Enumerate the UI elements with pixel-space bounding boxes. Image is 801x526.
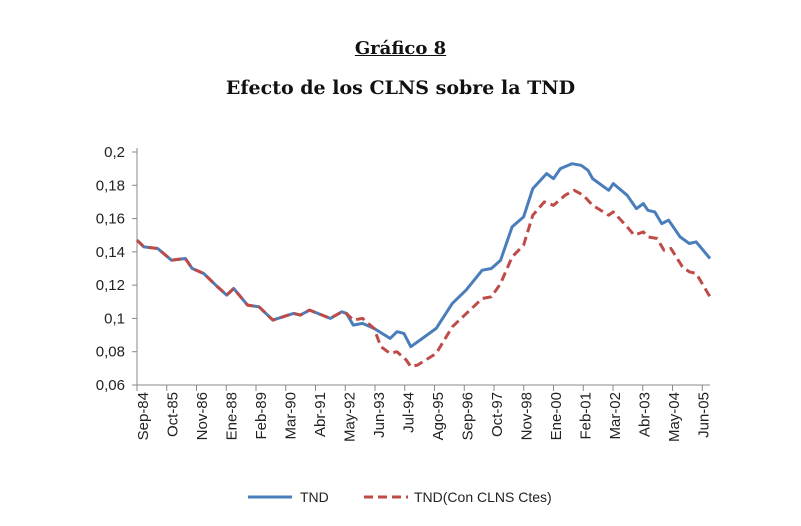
y-tick-label: 0,1 [104,310,125,327]
y-tick-label: 0,06 [96,377,125,394]
x-tick-label: Mar-02 [607,392,624,440]
x-tick-label: Sep-96 [460,392,477,440]
figure-number: Gráfico 8 [354,38,447,59]
y-tick-label: 0,08 [96,344,125,361]
x-tick-label: Oct-85 [165,392,182,437]
x-tick-label: May-92 [342,392,359,442]
series-line-tnd [135,162,712,349]
x-tick-label: Ene-00 [548,392,565,440]
x-tick-label: Abr-91 [312,392,329,437]
x-tick-label: Abr-03 [637,392,654,437]
x-tick-label: Mar-90 [283,392,300,440]
y-tick-label: 0,16 [96,211,125,228]
y-tick-label: 0,12 [96,277,125,294]
x-tick-label: May-04 [666,392,683,442]
y-tick-label: 0,14 [96,244,125,261]
x-tick-label: Feb-89 [253,392,270,440]
legend-label: TND(Con CLNS Ctes) [414,489,552,505]
x-tick-label: Oct-97 [489,392,506,437]
x-tick-label: Nov-98 [519,392,536,440]
chart-title: Efecto de los CLNS sobre la TND [225,77,576,99]
x-tick-label: Jul-94 [401,392,418,433]
x-tick-label: Sep-84 [135,392,152,440]
series-line-tnd-con-clns-ctes [135,188,712,369]
y-tick-label: 0,2 [104,144,125,161]
x-tick-label: Feb-01 [578,392,595,440]
x-tick-label: Ago-95 [430,392,447,440]
x-tick-label: Ene-88 [224,392,241,440]
x-tick-label: Nov-86 [194,392,211,440]
x-tick-label: Jun-05 [696,392,713,438]
x-tick-label: Jun-93 [371,392,388,438]
y-tick-label: 0,18 [96,177,125,194]
legend-label: TND [300,489,329,505]
